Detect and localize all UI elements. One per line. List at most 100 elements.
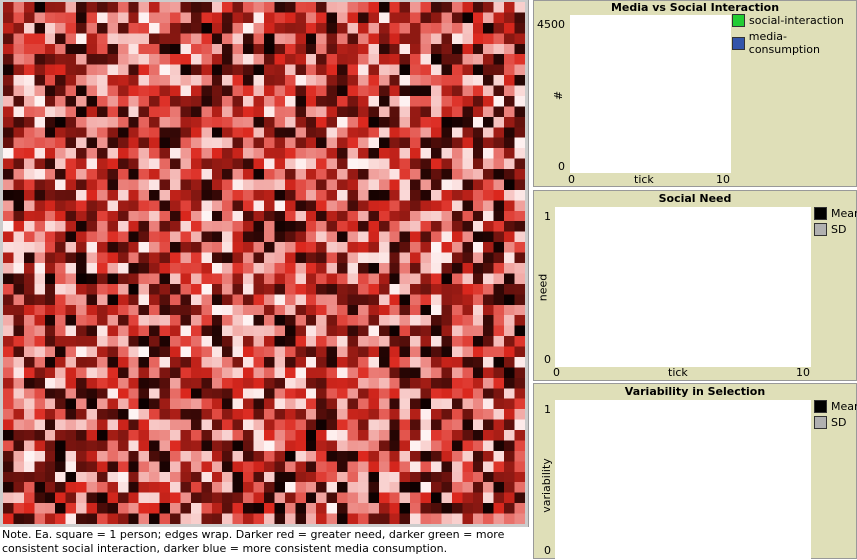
patch	[159, 419, 171, 431]
patch	[483, 22, 494, 34]
patch	[378, 377, 390, 389]
patch	[201, 430, 212, 441]
patch	[305, 137, 317, 149]
patch	[295, 450, 306, 462]
patch	[159, 263, 171, 274]
patch	[243, 106, 254, 117]
patch	[493, 252, 505, 263]
patch	[316, 22, 327, 34]
patch	[159, 169, 171, 180]
patch	[514, 367, 525, 378]
patch	[420, 221, 432, 232]
patch	[368, 64, 379, 76]
patch	[264, 148, 275, 159]
patch	[76, 127, 87, 138]
patch	[44, 127, 56, 138]
patch	[34, 43, 45, 55]
patch	[420, 200, 432, 211]
patch	[274, 179, 285, 190]
patch	[305, 263, 317, 274]
patch	[65, 95, 77, 107]
patch	[243, 409, 254, 420]
patch	[211, 179, 223, 190]
patch	[243, 304, 254, 316]
patch	[378, 75, 390, 86]
patch	[431, 409, 442, 420]
patch	[253, 54, 264, 65]
patch	[347, 242, 358, 253]
patch	[222, 148, 233, 159]
patch	[462, 450, 473, 462]
patch	[201, 85, 212, 96]
patch	[13, 189, 24, 201]
patch	[399, 43, 411, 55]
patch	[149, 304, 160, 316]
patch	[264, 137, 275, 149]
patch	[13, 356, 24, 368]
patch	[65, 252, 77, 263]
patch	[451, 346, 463, 357]
patch	[170, 419, 181, 431]
patch	[55, 377, 66, 389]
patch	[23, 461, 35, 472]
patch	[159, 273, 171, 284]
patch	[55, 482, 66, 493]
patch	[368, 148, 379, 159]
patch	[441, 158, 452, 170]
patch	[180, 294, 191, 305]
patch	[472, 95, 484, 107]
patch	[170, 75, 181, 86]
patch	[211, 75, 223, 86]
patch	[462, 461, 473, 472]
patch	[295, 169, 306, 180]
patch	[347, 461, 358, 472]
patch	[295, 315, 306, 326]
patch	[222, 304, 233, 316]
patch	[410, 242, 421, 253]
patch	[211, 221, 223, 232]
patch	[253, 409, 264, 420]
patch	[44, 482, 56, 493]
patch	[44, 22, 56, 34]
patch	[284, 179, 296, 190]
patch	[305, 482, 317, 493]
patch	[451, 85, 463, 96]
patch	[128, 33, 139, 44]
patch	[128, 116, 139, 128]
x-min-label: 0	[553, 366, 560, 379]
patch	[222, 346, 233, 357]
patch	[483, 169, 494, 180]
patch	[232, 85, 244, 96]
patch	[420, 179, 432, 190]
patch	[253, 75, 264, 86]
patch	[170, 106, 181, 117]
patch	[368, 377, 379, 389]
patch	[316, 377, 327, 389]
patch	[232, 450, 244, 462]
patch	[504, 33, 515, 44]
patch	[138, 85, 150, 96]
patch	[13, 137, 24, 149]
patch	[368, 200, 379, 211]
patch	[389, 377, 400, 389]
patch	[504, 440, 515, 451]
world-view[interactable]	[0, 0, 529, 527]
patch	[65, 158, 77, 170]
patch	[305, 33, 317, 44]
patch	[253, 116, 264, 128]
patch	[222, 503, 233, 514]
patch	[326, 12, 338, 23]
patch	[13, 304, 24, 316]
patch	[451, 398, 463, 410]
patch	[472, 12, 484, 23]
patch	[431, 169, 442, 180]
patch	[274, 430, 285, 441]
patch	[211, 127, 223, 138]
patch	[431, 33, 442, 44]
patch	[399, 127, 411, 138]
patch	[149, 210, 160, 222]
patch	[264, 252, 275, 263]
patch	[347, 85, 358, 96]
patch	[514, 33, 525, 44]
patch	[222, 116, 233, 128]
